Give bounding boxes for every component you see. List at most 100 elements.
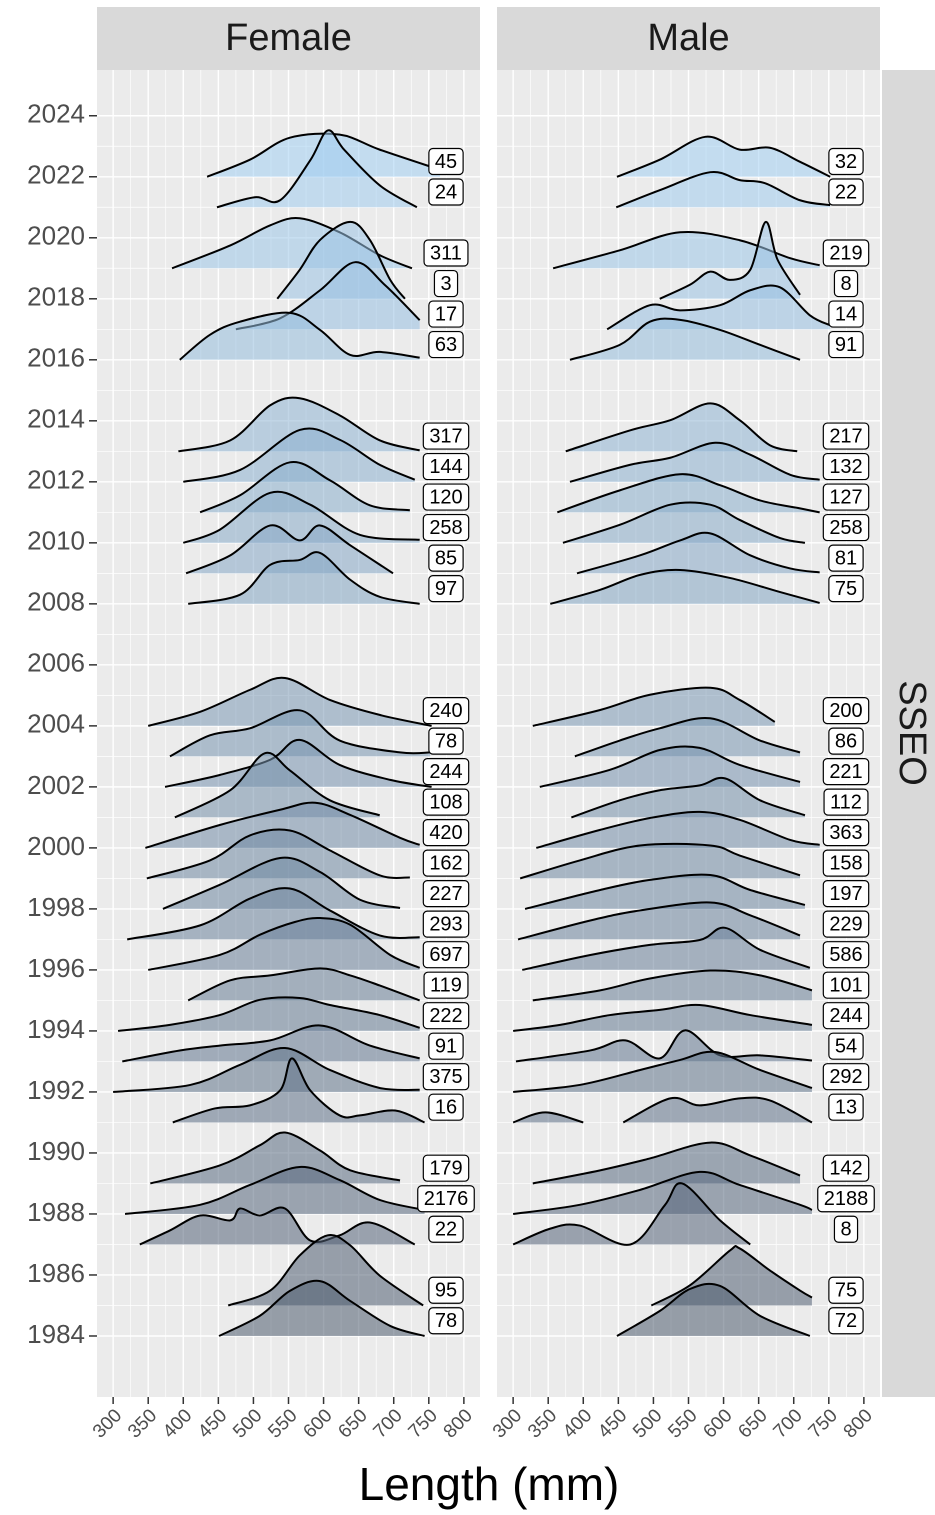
ridge-line [513, 1050, 813, 1093]
ridge-line [162, 856, 401, 910]
y-tick-label: 2016 [27, 343, 85, 373]
ridge-line [185, 524, 394, 575]
ridge-line [512, 1170, 813, 1215]
ridge-fill [179, 312, 420, 360]
count-label-box [822, 971, 870, 999]
count-label: 219 [829, 242, 862, 264]
x-tick-label: 300 [89, 1405, 126, 1442]
ridge-fill [550, 569, 820, 604]
count-labels: 32 22 219 8 14 91 217 132 127 258 81 75 200 86 221 112 3… [817, 147, 875, 1335]
count-label: 45 [435, 151, 457, 173]
y-tick-label: 2014 [27, 404, 85, 434]
x-tick-label: 800 [440, 1405, 477, 1442]
x-tick-label: 700 [370, 1405, 407, 1442]
x-tick-label: 550 [664, 1405, 701, 1442]
ridge-line [576, 531, 820, 575]
count-label-box [422, 1063, 470, 1091]
count-label: 240 [429, 700, 462, 722]
y-tick-label: 1988 [27, 1197, 85, 1227]
ridge-line [124, 1165, 425, 1215]
ridges [113, 129, 441, 1337]
x-tick-label: 350 [524, 1405, 561, 1442]
ridge-line [606, 284, 831, 331]
ridge-fill [228, 1234, 424, 1306]
count-label-box [423, 971, 469, 999]
ridge-fill [219, 1280, 425, 1336]
ridge-fill [532, 1142, 801, 1184]
count-label: 95 [435, 1280, 457, 1302]
ridge-line [179, 311, 420, 361]
ridge-fill [235, 262, 420, 330]
count-label: 81 [835, 547, 857, 569]
ridge-fill [513, 1004, 812, 1031]
ridge-line [556, 473, 820, 514]
ridge-line [574, 716, 801, 758]
ridge-fill [513, 1097, 812, 1123]
count-label: 85 [435, 547, 457, 569]
count-label: 86 [835, 730, 857, 752]
count-label-box [822, 880, 870, 908]
ridge-line [517, 901, 801, 941]
ridge-fill [178, 397, 420, 452]
ridge-fill [148, 677, 432, 726]
count-label: 317 [429, 425, 462, 447]
count-label: 420 [429, 822, 462, 844]
count-label-box [828, 1307, 864, 1335]
ridge-line [552, 230, 820, 270]
count-label-box [828, 178, 864, 206]
count-label-box [422, 788, 470, 816]
y-tick-label: 1984 [27, 1319, 85, 1349]
y-tick-label: 2002 [27, 770, 85, 800]
ridge-line [216, 129, 418, 209]
count-label: 24 [435, 181, 457, 203]
ridge-line [519, 842, 801, 880]
count-label: 258 [429, 517, 462, 539]
count-label: 91 [435, 1035, 457, 1057]
count-label-box [422, 849, 470, 877]
x-tick-label: 600 [699, 1405, 736, 1442]
y-tick-label: 2018 [27, 282, 85, 312]
x-tick-label: 350 [124, 1405, 161, 1442]
count-label: 179 [429, 1157, 462, 1179]
ridge-fill [216, 130, 417, 208]
count-label-box [422, 1154, 470, 1182]
count-label-box [423, 239, 469, 267]
ridge-line [650, 1244, 813, 1307]
ridge-fill [165, 739, 432, 787]
x-tick-label: 500 [629, 1405, 666, 1442]
y-tick-label: 2012 [27, 465, 85, 495]
count-label-box [422, 758, 470, 786]
count-label: 697 [429, 944, 462, 966]
ridge-line [172, 1057, 425, 1124]
ridge-line [199, 461, 410, 514]
count-label-box [422, 941, 470, 969]
x-tick-label: 400 [159, 1405, 196, 1442]
count-label: 22 [835, 181, 857, 203]
ridge-fill [183, 428, 415, 482]
ridge-line [171, 217, 413, 270]
ridge-fill [576, 532, 820, 574]
ridge-fill [183, 491, 420, 543]
ridge-line [182, 490, 420, 544]
count-label: 127 [829, 486, 862, 508]
ridge-line [174, 751, 380, 819]
ridge-fill [515, 1030, 812, 1062]
ridge-fill [536, 811, 820, 848]
count-label: 13 [835, 1096, 857, 1118]
count-label-box [822, 941, 870, 969]
ridge-fill [569, 318, 801, 360]
ridge-fill [562, 502, 805, 543]
count-label: 229 [829, 913, 862, 935]
count-label: 311 [430, 242, 462, 264]
count-label: 200 [829, 700, 862, 722]
count-label: 8 [840, 273, 851, 295]
ridge-fill [169, 710, 431, 757]
y-tick-label: 2020 [27, 221, 85, 251]
x-tick-label: 450 [194, 1405, 231, 1442]
count-label: 144 [429, 456, 462, 478]
count-label: 108 [429, 791, 462, 813]
ridge-fill [513, 1051, 812, 1092]
count-label-box [422, 483, 470, 511]
count-label-box [828, 1276, 864, 1304]
strip-label: Male [647, 17, 729, 59]
